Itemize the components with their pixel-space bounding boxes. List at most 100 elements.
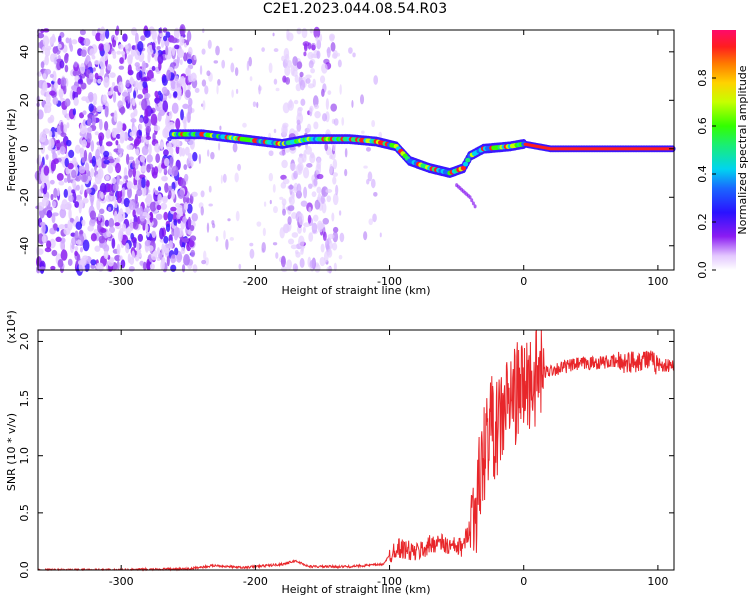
noise-blob: [268, 62, 273, 74]
noise-blob: [37, 248, 44, 255]
noise-blob: [48, 138, 55, 149]
noise-blob: [42, 81, 48, 93]
ridge-core: [460, 165, 466, 171]
noise-blob: [117, 43, 124, 50]
noise-blob: [74, 230, 79, 241]
noise-blob: [308, 183, 313, 189]
noise-blob: [368, 218, 374, 226]
noise-blob: [210, 151, 215, 160]
noise-blob: [200, 190, 205, 198]
noise-blob: [281, 124, 288, 136]
noise-blob: [165, 45, 169, 56]
noise-blob: [137, 252, 142, 258]
noise-blob: [113, 87, 118, 92]
noise-blob: [285, 76, 291, 85]
noise-blob: [344, 147, 348, 158]
noise-blob: [162, 35, 168, 42]
noise-blob: [52, 96, 59, 105]
noise-blob: [136, 81, 144, 91]
noise-blob: [319, 33, 323, 42]
snr-x-tick-label: -300: [109, 575, 134, 588]
noise-blob: [138, 123, 143, 131]
noise-blob: [131, 27, 138, 36]
noise-blob: [120, 50, 126, 56]
noise-blob: [296, 61, 303, 70]
noise-blob: [80, 49, 87, 57]
noise-blob: [187, 152, 192, 161]
noise-blob: [138, 117, 144, 123]
noise-blob: [202, 28, 205, 34]
noise-blob: [79, 247, 84, 253]
noise-blob: [169, 156, 174, 168]
noise-blob: [168, 111, 173, 120]
noise-blob: [151, 230, 157, 238]
noise-blob: [301, 27, 308, 39]
noise-blob: [292, 263, 298, 272]
colorbar: 0.0 0.2 0.4 0.6 0.8 Normalized spectral ampl…: [696, 30, 749, 279]
noise-blob: [127, 187, 132, 199]
noise-blob: [205, 257, 209, 266]
noise-blob: [52, 201, 57, 207]
noise-blob: [97, 213, 101, 222]
noise-blob: [379, 232, 382, 238]
noise-blob: [63, 124, 68, 134]
noise-blob: [104, 120, 109, 131]
noise-blob: [155, 213, 163, 220]
noise-blob: [100, 66, 105, 77]
spectrogram-y-ticks: -40 -20 0 20 40: [18, 45, 674, 255]
noise-blob: [46, 240, 52, 249]
noise-blob: [163, 235, 169, 244]
noise-blob: [216, 84, 219, 95]
noise-blob: [151, 65, 156, 72]
noise-blob: [111, 177, 117, 185]
noise-blob: [119, 130, 126, 142]
noise-blob: [142, 86, 149, 96]
noise-blob: [321, 113, 328, 122]
noise-blob: [88, 103, 94, 113]
ridge-core: [462, 161, 469, 167]
noise-blob: [69, 217, 74, 223]
noise-blob: [145, 125, 151, 134]
spectrogram-frame: [37, 29, 675, 271]
noise-blob: [268, 172, 274, 182]
snr-frame: [37, 329, 675, 571]
noise-blob: [186, 30, 192, 42]
noise-blob: [188, 240, 195, 248]
noise-blob: [125, 79, 130, 88]
noise-blob: [56, 187, 60, 197]
noise-blob: [307, 83, 315, 89]
noise-blob: [82, 197, 89, 204]
noise-blob: [114, 200, 118, 209]
noise-blob: [115, 162, 121, 174]
noise-blob: [363, 231, 368, 241]
snr-y-tick-label: 1.5: [18, 390, 31, 408]
noise-blob: [183, 201, 189, 211]
noise-blob: [191, 212, 198, 222]
noise-blob: [298, 213, 304, 226]
noise-blob: [64, 53, 68, 61]
noise-blob: [229, 237, 235, 241]
noise-blob: [305, 74, 312, 79]
noise-blob: [143, 115, 149, 124]
noise-blob: [81, 157, 86, 164]
noise-blob: [314, 199, 321, 210]
noise-blob: [308, 206, 312, 214]
noise-blob: [183, 254, 190, 266]
noise-blob: [136, 241, 140, 251]
noise-blob: [62, 84, 67, 95]
noise-blob: [211, 220, 215, 225]
noise-blob: [55, 143, 62, 148]
noise-blob: [84, 162, 90, 174]
noise-blob: [146, 154, 153, 163]
noise-blob: [279, 196, 284, 200]
noise-blob: [332, 226, 339, 233]
noise-blob: [330, 42, 336, 52]
noise-blob: [194, 87, 200, 93]
noise-blob: [139, 205, 143, 218]
noise-blob: [373, 75, 379, 85]
noise-blob: [367, 171, 373, 182]
snr-x-tick-label: 0: [520, 575, 527, 588]
noise-blob: [303, 186, 308, 199]
noise-blob: [105, 174, 110, 181]
